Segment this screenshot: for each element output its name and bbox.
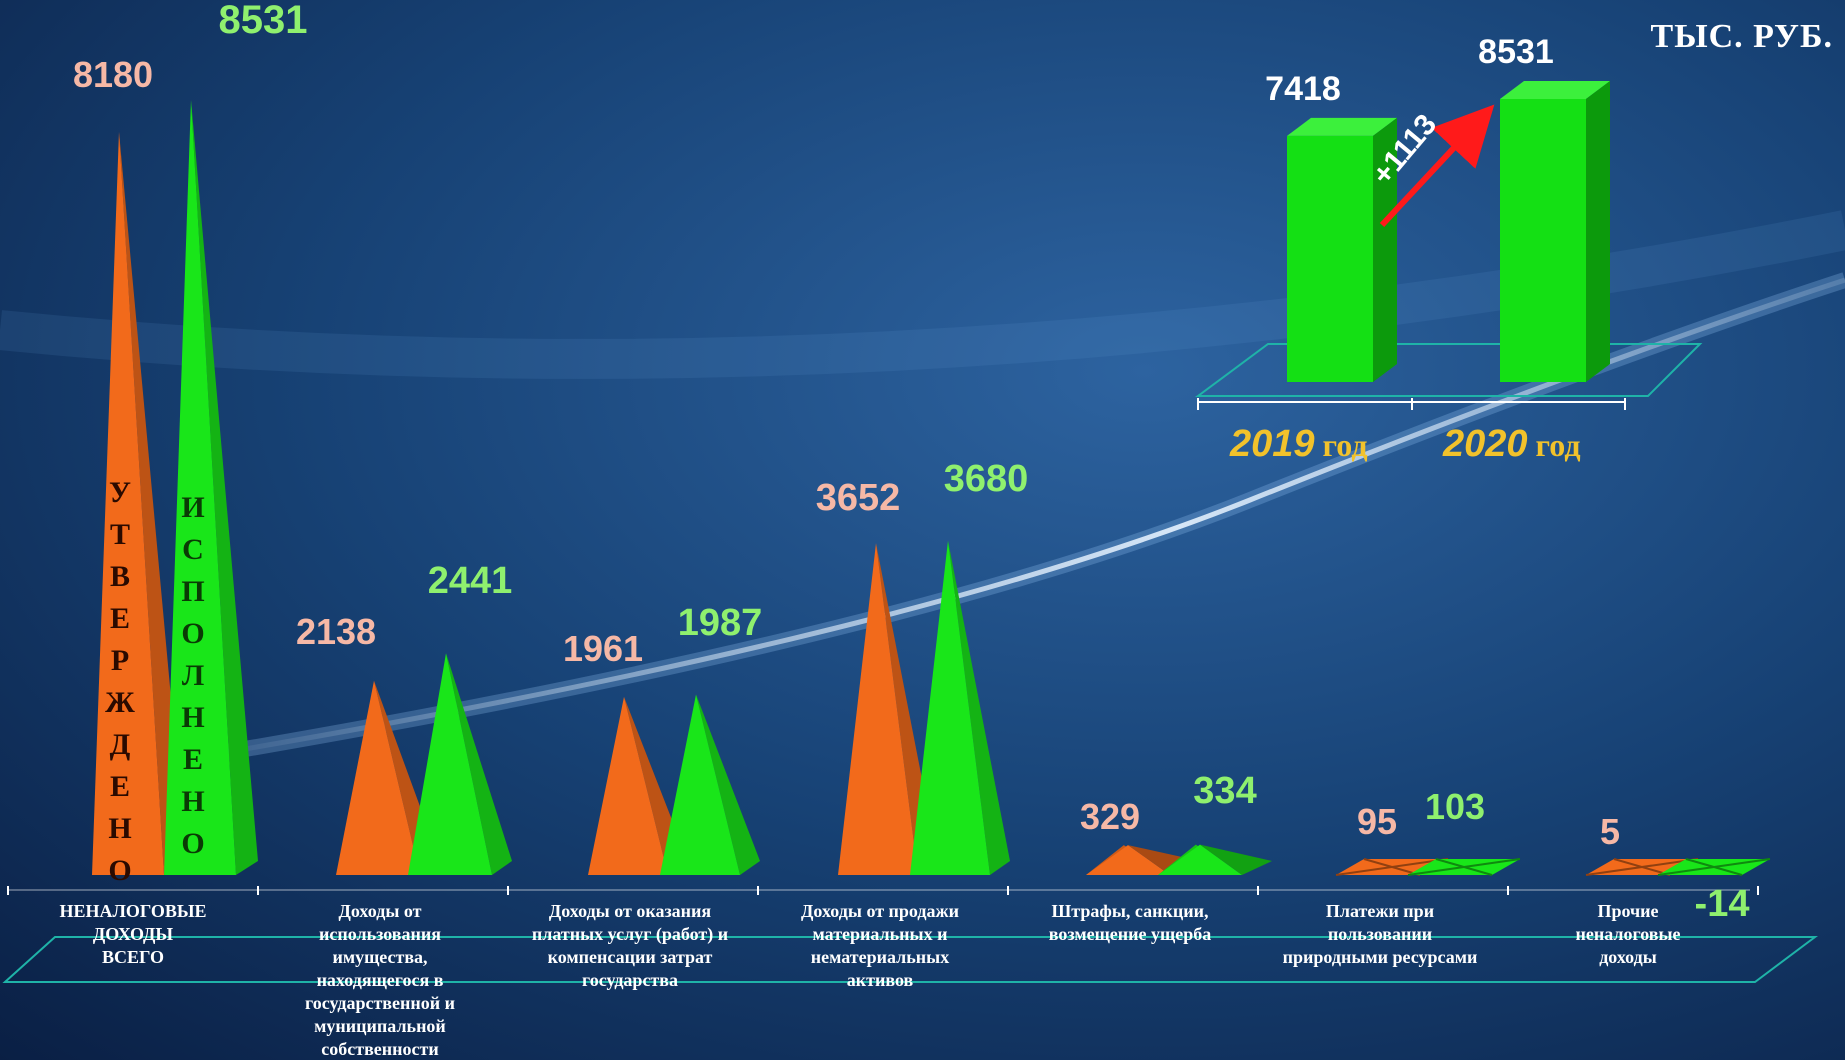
year-suffix: год (1527, 427, 1581, 463)
background-swoosh-glow (178, 272, 1845, 768)
planned-value-label: 2138 (295, 611, 377, 653)
category-label: Доходы от оказания платных услуг (работ)… (531, 901, 729, 990)
actual-bar-5 (1407, 858, 1521, 876)
category-label: Доходы от продажи материальных и нематер… (801, 901, 959, 990)
inset-value-label: 7418 (1265, 69, 1341, 108)
actual-bar-2 (660, 694, 760, 875)
actual-value-label: 8531 (218, 0, 308, 42)
planned-value-label: 3652 (815, 476, 901, 519)
increase-arrow (1379, 104, 1495, 228)
actual-bar-3 (910, 540, 1010, 875)
planned-value-label: 1961 (562, 628, 644, 670)
actual-value-label: 1987 (677, 601, 763, 644)
category-label: Штрафы, санкции, возмещение ущерба (1048, 901, 1212, 944)
year-suffix: год (1314, 427, 1368, 463)
actual-bar-1 (408, 653, 512, 875)
actual-bar-0 (164, 100, 258, 875)
inset-value-label: 8531 (1478, 33, 1554, 71)
inset-bar-0 (1287, 117, 1397, 383)
main-floor-platform (2, 936, 1818, 983)
unit-label: ТЫС. РУБ. (1650, 18, 1833, 55)
category-label: Платежи при пользовании природными ресур… (1282, 901, 1478, 967)
actual-value-label: 334 (1193, 769, 1257, 812)
planned-value-label: 95 (1356, 801, 1398, 843)
planned-value-label: 8180 (72, 54, 154, 96)
year-number: 2019 (1230, 423, 1315, 465)
background-swoosh (179, 277, 1845, 763)
actual-value-label: 2441 (427, 559, 513, 602)
actual-value-label: 3680 (943, 457, 1029, 500)
main-chart-marks (7, 100, 1771, 895)
inset-bar-1 (1500, 81, 1610, 382)
actual-value-label: -14 (1694, 882, 1750, 925)
category-label: Прочие неналоговые доходы (1575, 901, 1681, 967)
planned-bar-0 (92, 131, 186, 875)
category-label: НЕНАЛОГОВЫЕ ДОХОДЫ ВСЕГО (59, 901, 207, 967)
category-label: Доходы от использования имущества, наход… (305, 901, 455, 1059)
inset-chart-marks (1287, 81, 1610, 383)
planned-value-label: 5 (1599, 811, 1621, 853)
year-number: 2020 (1443, 423, 1528, 465)
actual-bar-4 (1158, 844, 1272, 875)
planned-value-label: 329 (1079, 796, 1141, 838)
actual-bar-6 (1657, 858, 1771, 876)
actual-value-label: 103 (1424, 786, 1486, 828)
year-label: 2019 год (1230, 423, 1368, 466)
year-label: 2020 год (1443, 423, 1581, 466)
